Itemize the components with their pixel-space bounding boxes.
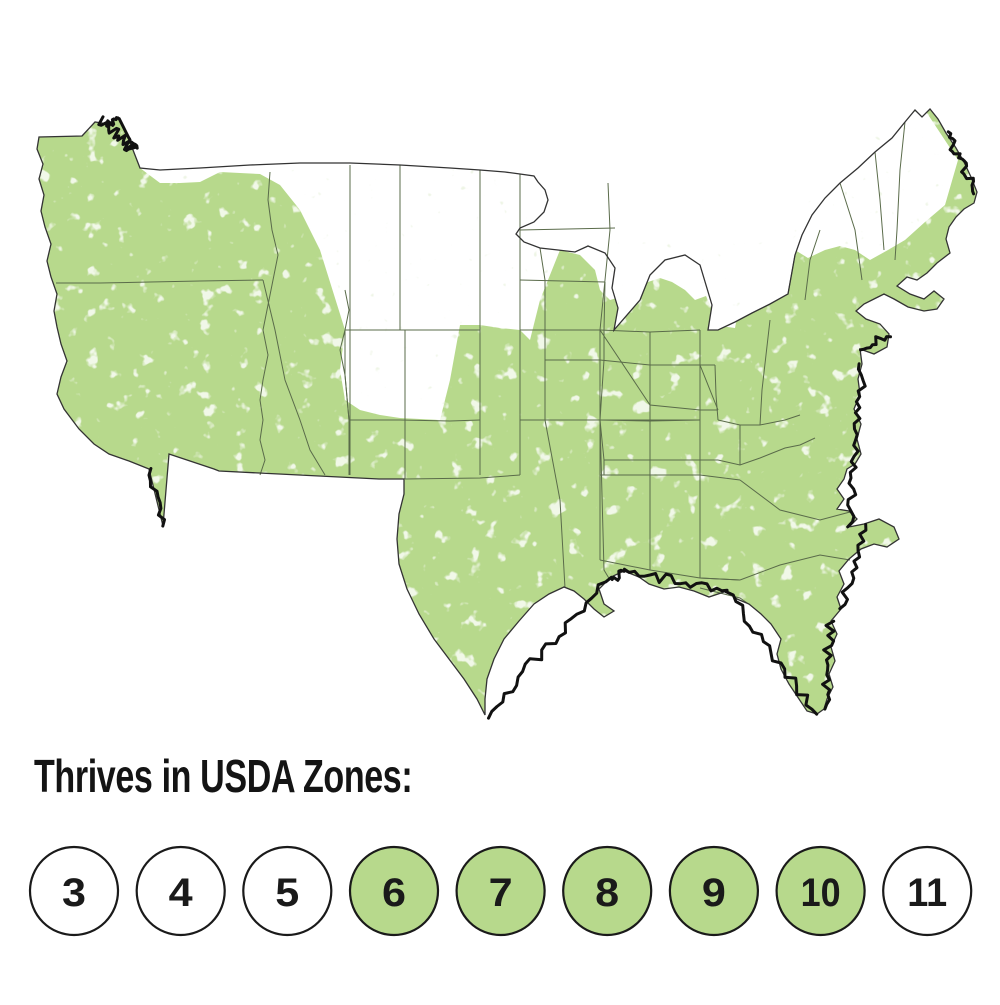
svg-text:6: 6 bbox=[382, 871, 406, 915]
svg-text:7: 7 bbox=[489, 871, 513, 915]
svg-text:8: 8 bbox=[595, 871, 619, 915]
svg-text:9: 9 bbox=[702, 871, 726, 915]
svg-text:4: 4 bbox=[169, 871, 194, 915]
svg-text:10: 10 bbox=[801, 871, 841, 915]
svg-text:3: 3 bbox=[62, 871, 86, 915]
svg-text:11: 11 bbox=[907, 871, 947, 915]
svg-text:5: 5 bbox=[275, 871, 299, 915]
